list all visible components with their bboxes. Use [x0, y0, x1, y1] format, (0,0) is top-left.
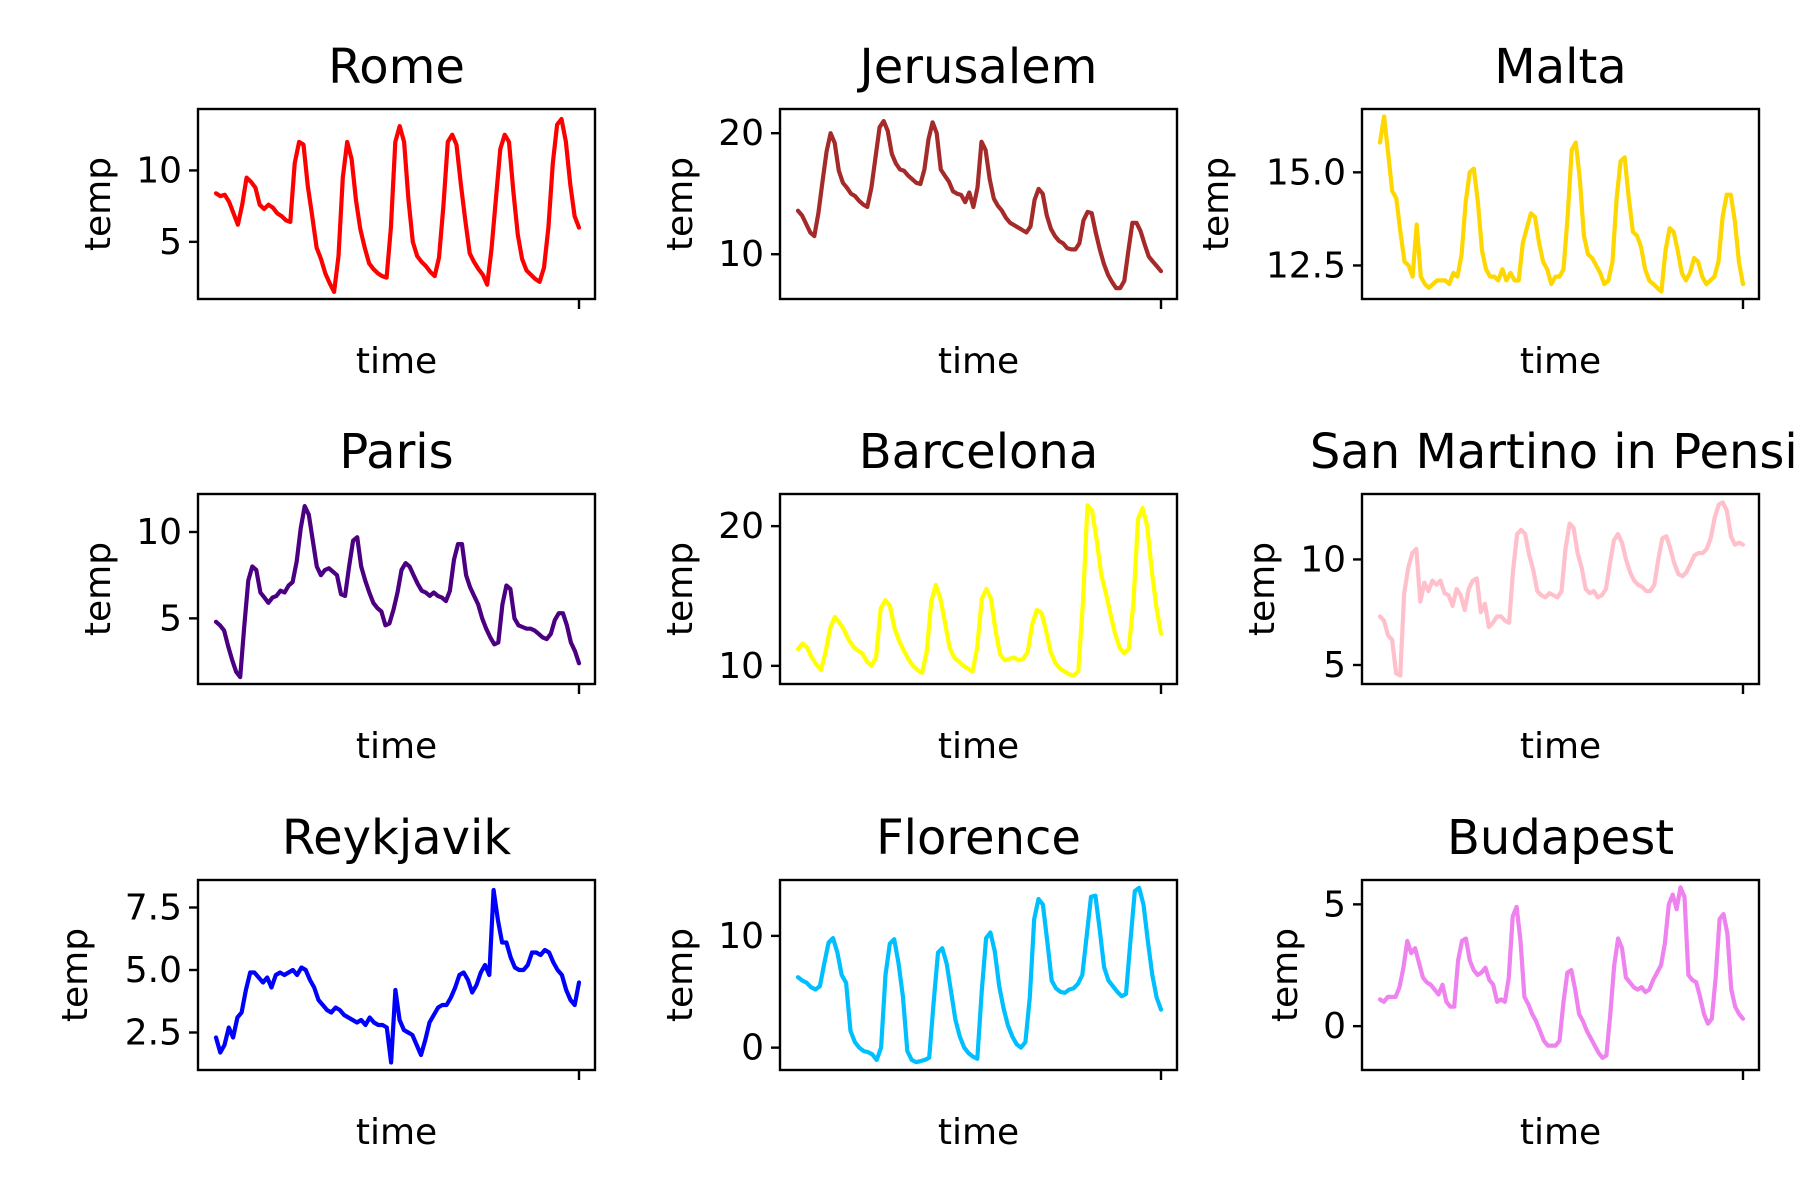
y-tick-label: 2.5: [125, 1013, 182, 1054]
series-line-malta: [1377, 114, 1746, 294]
y-axis-label: temp: [78, 542, 119, 636]
y-tick-label: 20: [718, 506, 764, 547]
y-tick-label: 12.5: [1266, 245, 1346, 286]
y-axis-label: temp: [1242, 542, 1283, 636]
y-tick-label: 15.0: [1266, 152, 1346, 193]
panel-reykjavik: Reykjavik 2.5 5.0 7.5 time temp: [55, 810, 597, 1153]
panel-paris: Paris 5 10 time temp: [78, 424, 597, 767]
y-tick-label: 5: [159, 598, 182, 639]
y-tick-label: 0: [741, 1028, 764, 1069]
panel-title: Reykjavik: [282, 810, 511, 866]
y-axis-label: temp: [1196, 157, 1237, 251]
y-tick-label: 5: [1323, 884, 1346, 925]
x-axis-label: time: [1520, 726, 1601, 767]
panel-rome: Rome 5 10 time temp: [78, 39, 597, 382]
y-tick-label: 10: [136, 150, 182, 191]
panel-title: Malta: [1494, 39, 1626, 95]
x-axis-label: time: [356, 726, 437, 767]
x-axis-label: time: [356, 1112, 437, 1153]
series-line-reykjavik: [213, 887, 582, 1065]
y-tick-label: 10: [718, 646, 764, 687]
panel-title: Paris: [339, 424, 453, 480]
series-line-jerusalem: [795, 118, 1164, 291]
panel-san-martino-in-pensil: San Martino in Pensil 5 10 time temp: [1242, 424, 1800, 767]
y-tick-label: 10: [718, 234, 764, 275]
panel-title: Rome: [328, 39, 465, 95]
panel-budapest: Budapest 0 5 time temp: [1265, 810, 1761, 1153]
panel-title: Barcelona: [859, 424, 1098, 480]
y-axis-label: temp: [660, 542, 701, 636]
x-axis-label: time: [356, 341, 437, 382]
plot-frame: [1360, 107, 1761, 301]
y-tick-label: 5.0: [125, 950, 182, 991]
panel-barcelona: Barcelona 10 20 time temp: [660, 424, 1179, 767]
series-line-budapest: [1377, 885, 1746, 1060]
y-axis-label: temp: [55, 928, 96, 1022]
panel-title: Jerusalem: [857, 39, 1098, 95]
x-axis-label: time: [938, 341, 1019, 382]
x-axis-label: time: [1520, 1112, 1601, 1153]
panel-jerusalem: Jerusalem 10 20 time temp: [660, 39, 1179, 382]
y-axis-label: temp: [78, 157, 119, 251]
plot-frame: [778, 878, 1179, 1072]
plot-frame: [1360, 492, 1761, 686]
plot-frame: [778, 107, 1179, 301]
series-line-florence: [795, 885, 1164, 1065]
plot-frame: [196, 492, 597, 686]
plot-frame: [196, 878, 597, 1072]
plot-frame: [778, 492, 1179, 686]
y-tick-label: 10: [136, 512, 182, 553]
y-tick-label: 10: [1300, 539, 1346, 580]
panel-title: Florence: [876, 810, 1081, 866]
series-line-san-martino-in-pensil: [1377, 500, 1746, 678]
y-tick-label: 5: [1323, 645, 1346, 686]
y-tick-label: 20: [718, 113, 764, 154]
panel-title: San Martino in Pensil: [1310, 424, 1800, 480]
y-tick-label: 7.5: [125, 888, 182, 929]
panel-title: Budapest: [1447, 810, 1674, 866]
y-tick-label: 10: [718, 916, 764, 957]
x-axis-label: time: [938, 1112, 1019, 1153]
y-tick-label: 0: [1323, 1006, 1346, 1047]
y-axis-label: temp: [660, 157, 701, 251]
plot-frame: [196, 107, 597, 301]
x-axis-label: time: [1520, 341, 1601, 382]
series-line-rome: [213, 116, 582, 294]
series-line-barcelona: [795, 503, 1164, 678]
y-tick-label: 5: [159, 222, 182, 263]
x-axis-label: time: [938, 726, 1019, 767]
series-line-paris: [213, 504, 582, 680]
y-axis-label: temp: [1265, 928, 1306, 1022]
panel-florence: Florence 0 10 time temp: [660, 810, 1179, 1153]
plot-frame: [1360, 878, 1761, 1072]
y-axis-label: temp: [660, 928, 701, 1022]
panel-malta: Malta 12.5 15.0 time temp: [1196, 39, 1761, 382]
